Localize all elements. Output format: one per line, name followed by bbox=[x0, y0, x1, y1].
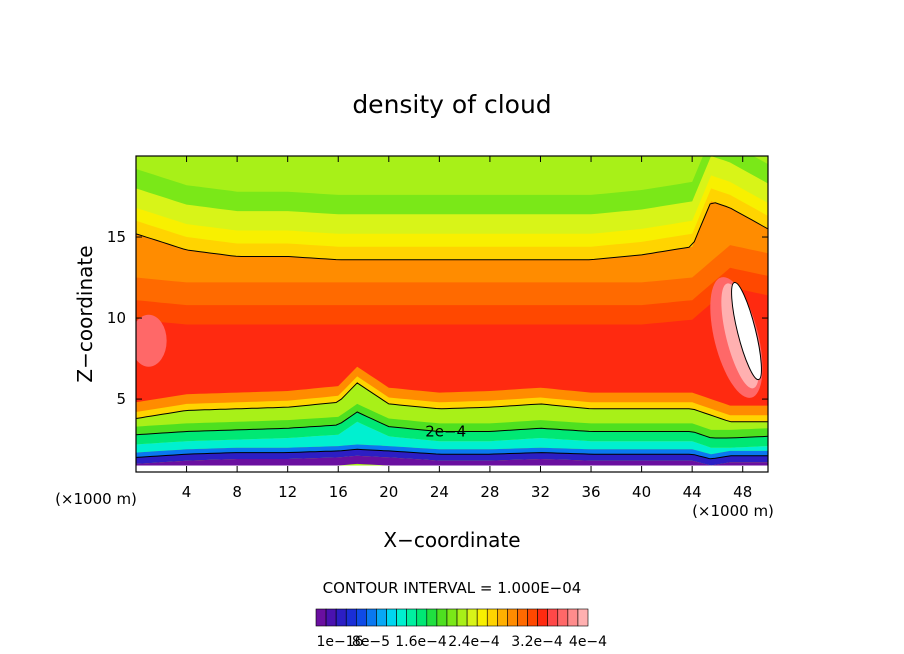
colorbar-cell bbox=[426, 608, 438, 627]
colorbar-cell bbox=[577, 608, 589, 627]
contour-line-lower bbox=[136, 382, 768, 423]
x-tick-label: 24 bbox=[430, 483, 449, 501]
colorbar-tick-label: 1.6e−4 bbox=[395, 634, 447, 650]
y-axis: 5 10 15 bbox=[107, 228, 768, 408]
colorbar-cell bbox=[567, 608, 579, 627]
colorbar-cell bbox=[335, 608, 347, 627]
x-tick-label: 4 bbox=[182, 483, 192, 501]
colorbar-cell bbox=[366, 608, 377, 627]
colorbar-cell bbox=[456, 608, 468, 627]
field-band-lower-7 bbox=[136, 444, 768, 459]
x-unit-left: (×1000 m) bbox=[55, 490, 137, 508]
x-tick-label: 28 bbox=[480, 483, 499, 501]
colorbar-tick-label: 4e−4 bbox=[569, 634, 607, 650]
field-band-lower-8 bbox=[136, 449, 768, 466]
colorbar-cell bbox=[486, 608, 498, 627]
field-band-7 bbox=[136, 287, 768, 422]
contour-interval-label: CONTOUR INTERVAL = 1.000E−04 bbox=[323, 579, 582, 597]
colorbar-cell bbox=[325, 608, 337, 627]
field-max-right-core bbox=[731, 281, 762, 381]
colorbar-cell bbox=[436, 608, 448, 627]
colorbar-cell bbox=[466, 608, 478, 627]
x-tick-label: 32 bbox=[531, 483, 550, 501]
contour-line-base bbox=[136, 448, 768, 460]
y-tick-label: 10 bbox=[107, 309, 126, 327]
colorbar bbox=[315, 608, 589, 627]
density-field bbox=[136, 156, 768, 472]
chart-title: density of cloud bbox=[352, 90, 551, 119]
field-band-lower-5 bbox=[136, 412, 768, 448]
colorbar-cell bbox=[497, 608, 508, 627]
field-band-lower-4 bbox=[136, 403, 768, 438]
x-tick-label: 48 bbox=[733, 483, 752, 501]
x-tick-label: 36 bbox=[581, 483, 600, 501]
field-band-lower-6 bbox=[136, 421, 768, 455]
x-unit-right: (×1000 m) bbox=[692, 502, 774, 520]
colorbar-tick-label: 8e−5 bbox=[352, 634, 390, 650]
plot-frame bbox=[135, 155, 769, 473]
colorbar-cell bbox=[376, 608, 387, 627]
contour-label: 2e−4 bbox=[425, 422, 466, 440]
x-axis: 4 8 12 16 20 24 28 32 36 40 44 48 bbox=[182, 156, 752, 501]
x-tick-label: 20 bbox=[379, 483, 398, 501]
contour-line-2e-4 bbox=[136, 411, 768, 439]
contour-lines bbox=[136, 202, 768, 460]
x-tick-label: 44 bbox=[683, 483, 702, 501]
x-tick-label: 40 bbox=[632, 483, 651, 501]
colorbar-cell bbox=[355, 608, 367, 627]
x-tick-label: 16 bbox=[329, 483, 348, 501]
colorbar-tick-label: 2.4e−4 bbox=[448, 634, 500, 650]
field-max-left bbox=[136, 314, 167, 367]
contour-line-top bbox=[136, 202, 768, 261]
colorbar-cell bbox=[406, 608, 418, 627]
colorbar-tick-label: 3.2e−4 bbox=[511, 634, 563, 650]
colorbar-cell bbox=[507, 608, 518, 627]
x-tick-label: 12 bbox=[278, 483, 297, 501]
field-bottom-gap bbox=[136, 465, 768, 472]
colorbar-cell bbox=[517, 608, 528, 627]
y-axis-label: Z−coordinate bbox=[73, 245, 97, 382]
y-tick-label: 5 bbox=[116, 390, 126, 408]
colorbar-cell bbox=[527, 608, 538, 627]
colorbar-cell bbox=[416, 608, 428, 627]
colorbar-cell bbox=[386, 608, 397, 627]
colorbar-cell bbox=[315, 608, 327, 627]
colorbar-cell bbox=[557, 608, 569, 627]
colorbar-cell bbox=[476, 608, 488, 627]
colorbar-cell bbox=[446, 608, 458, 627]
field-band-lower-3 bbox=[136, 382, 768, 430]
colorbar-cell bbox=[537, 608, 549, 627]
y-tick-label: 15 bbox=[107, 228, 126, 246]
colorbar-cell bbox=[345, 608, 357, 627]
colorbar-cell bbox=[547, 608, 559, 627]
colorbar-tick-label: 1e−16 bbox=[316, 634, 363, 650]
x-tick-label: 8 bbox=[232, 483, 242, 501]
colorbar-cell bbox=[396, 608, 407, 627]
x-axis-label: X−coordinate bbox=[383, 528, 520, 552]
